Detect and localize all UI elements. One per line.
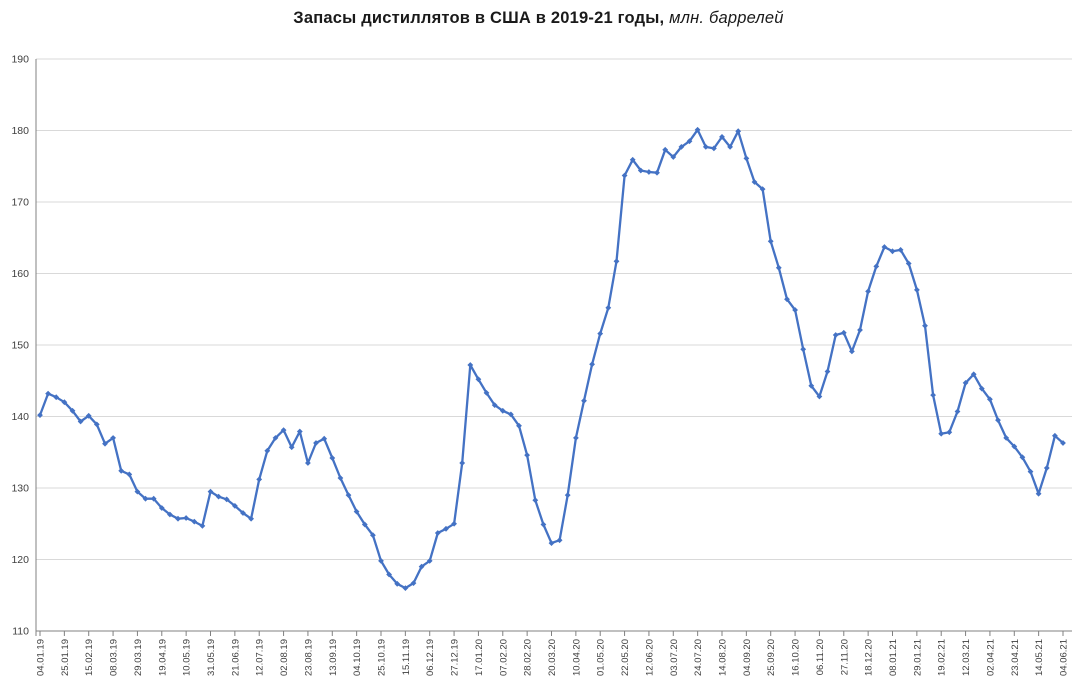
- x-axis-tick-label: 12.06.20: [644, 639, 655, 676]
- x-axis-tick-label: 10.05.19: [182, 639, 193, 676]
- x-axis-tick-label: 25.09.20: [766, 639, 777, 676]
- x-axis-tick-label: 27.12.19: [450, 639, 461, 676]
- x-axis-tick-label: 13.09.19: [328, 639, 339, 676]
- y-axis-tick-label: 180: [11, 125, 29, 137]
- x-axis-tick-label: 15.02.19: [84, 639, 95, 676]
- y-axis-tick-label: 130: [11, 483, 29, 495]
- x-axis-tick-label: 20.03.20: [547, 639, 558, 676]
- x-axis-tick-label: 29.01.21: [912, 639, 923, 676]
- y-axis-tick-label: 190: [11, 54, 29, 66]
- x-axis-tick-label: 27.11.20: [839, 639, 850, 675]
- x-axis-tick-label: 29.03.19: [133, 639, 144, 676]
- y-axis-tick-label: 110: [12, 626, 29, 638]
- chart-title-main: Запасы дистиллятов в США в 2019-21 годы,: [293, 9, 665, 27]
- x-axis-tick-label: 01.05.20: [596, 639, 607, 676]
- x-axis-tick-label: 12.07.19: [255, 639, 266, 676]
- x-axis-tick-label: 28.02.20: [523, 639, 534, 676]
- x-axis-tick-label: 14.05.21: [1034, 639, 1045, 676]
- x-axis-tick-label: 24.07.20: [693, 639, 704, 676]
- x-axis-tick-label: 19.02.21: [937, 639, 948, 676]
- y-axis-tick-label: 140: [11, 411, 29, 423]
- x-axis-tick-label: 02.08.19: [279, 639, 290, 676]
- y-axis-tick-label: 170: [11, 197, 29, 209]
- x-axis-tick-label: 04.06.21: [1059, 639, 1070, 676]
- x-axis-tick-label: 06.11.20: [815, 639, 826, 675]
- x-axis-tick-label: 06.12.19: [425, 639, 436, 676]
- x-axis-tick-label: 17.01.20: [474, 639, 485, 676]
- x-axis-tick-label: 03.07.20: [669, 639, 680, 676]
- chart-title-unit: млн. баррелей: [669, 9, 784, 27]
- x-axis-tick-label: 04.10.19: [352, 639, 363, 676]
- x-axis-tick-label: 02.04.21: [985, 639, 996, 676]
- x-axis-tick-label: 15.11.19: [401, 639, 412, 675]
- y-axis-tick-label: 160: [11, 268, 29, 280]
- x-axis-tick-label: 08.03.19: [109, 639, 120, 676]
- x-axis-tick-label: 10.04.20: [571, 639, 582, 676]
- chart-title: Запасы дистиллятов в США в 2019-21 годы,…: [0, 9, 1077, 28]
- x-axis-tick-label: 23.08.19: [303, 639, 314, 676]
- x-axis-tick-label: 14.08.20: [718, 639, 729, 676]
- x-axis-tick-label: 16.10.20: [791, 639, 802, 676]
- x-axis-tick-label: 04.01.19: [36, 639, 47, 676]
- y-axis-tick-label: 120: [11, 554, 29, 566]
- x-axis-tick-label: 25.10.19: [377, 639, 388, 676]
- x-axis-tick-label: 18.12.20: [864, 639, 875, 676]
- x-axis-tick-label: 12.03.21: [961, 639, 972, 676]
- y-axis-tick-label: 150: [11, 340, 29, 352]
- x-axis-tick-label: 23.04.21: [1010, 639, 1021, 676]
- x-axis-tick-label: 22.05.20: [620, 639, 631, 676]
- x-axis-tick-label: 21.06.19: [230, 639, 241, 676]
- x-axis-tick-label: 31.05.19: [206, 639, 217, 676]
- x-axis-tick-label: 07.02.20: [498, 639, 509, 676]
- x-axis-tick-label: 25.01.19: [60, 639, 71, 676]
- x-axis-tick-label: 04.09.20: [742, 639, 753, 676]
- data-line-series: [38, 128, 1065, 590]
- x-axis-tick-label: 19.04.19: [157, 639, 168, 676]
- x-axis-tick-label: 08.01.21: [888, 639, 899, 676]
